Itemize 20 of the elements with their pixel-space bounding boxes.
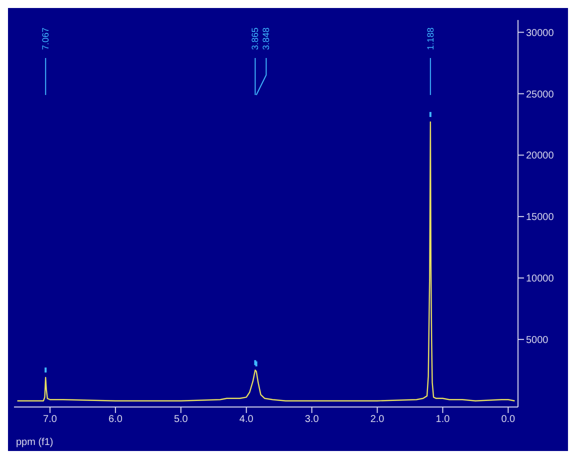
y-tick-label: 5000 [526, 334, 549, 346]
x-tick-label: 0.0 [501, 414, 516, 426]
annotation: 7.067 [40, 27, 51, 50]
x-tick-label: 6.0 [108, 414, 123, 426]
x-tick-label: 2.0 [370, 414, 385, 426]
x-tick-label: 3.0 [304, 414, 320, 426]
x-tick-label: 1.0 [436, 414, 450, 426]
y-tick-label: 30000 [526, 28, 554, 39]
x-tick-label: 5.0 [174, 414, 188, 426]
x-tick-label: 7.0 [43, 414, 58, 426]
y-tick-label: 25000 [526, 89, 554, 100]
x-axis-title: ppm (f1) [16, 437, 54, 448]
y-tick-label: 20000 [526, 150, 554, 162]
line-series [16, 121, 516, 402]
x-tick-label: 4.0 [239, 414, 254, 426]
annotation: 3.865 [250, 27, 260, 50]
annotation: 3.848 [261, 27, 272, 50]
annotation: 1.188 [425, 27, 436, 50]
y-tick-label: 10000 [526, 274, 554, 285]
y-tick-label: 15000 [526, 212, 554, 224]
